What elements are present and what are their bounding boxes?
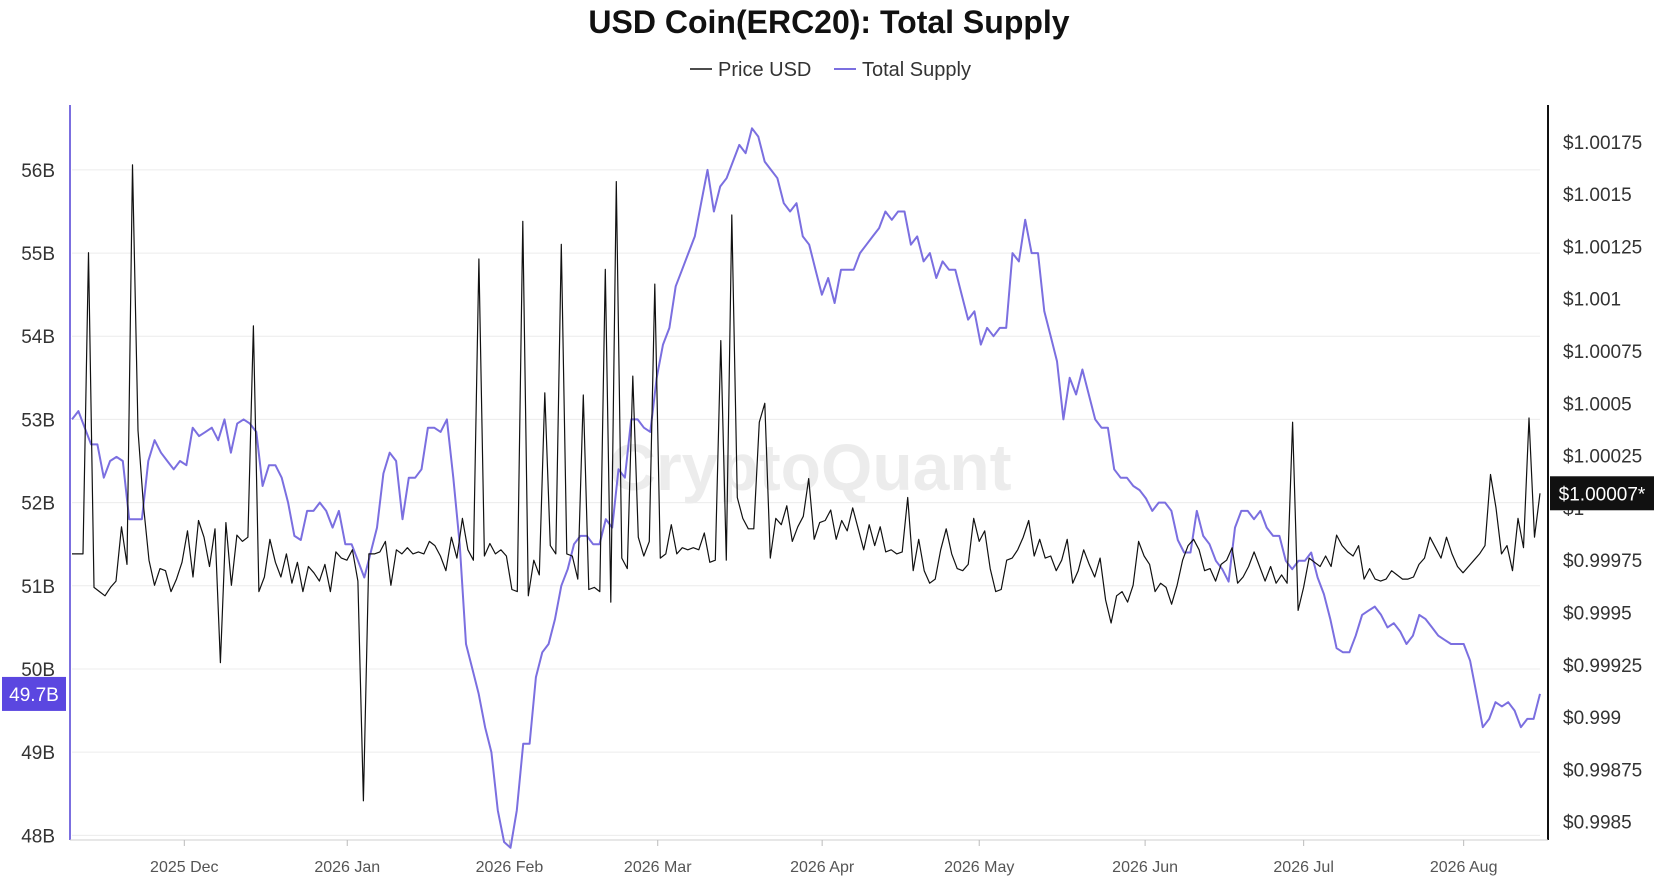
right-tick-label: $1.00025: [1563, 447, 1642, 468]
legend-label-supply: Total Supply: [862, 59, 971, 81]
left-tick-label: 54B: [21, 327, 55, 348]
left-tick-label: 56B: [21, 161, 55, 182]
x-axis-ticks: 2025 Dec 2026 Jan 2026 Feb 2026 Mar 2026 Apr…: [150, 840, 1497, 876]
right-axis-ticks: $0.9985 $0.99875 $0.999 $0.99925 $0.9995 $0.9…: [1563, 133, 1642, 834]
x-tick-label: 2026 Jul: [1273, 859, 1334, 876]
right-tick-label: $1.00075: [1563, 342, 1642, 363]
right-tick-label: $1.0005: [1563, 394, 1632, 415]
right-tick-label: $1.0015: [1563, 185, 1632, 206]
left-tick-label: 55B: [21, 244, 55, 265]
right-tick-label: $0.99975: [1563, 551, 1642, 572]
chart-title: USD Coin(ERC20): Total Supply: [588, 4, 1069, 40]
x-tick-label: 2026 Jun: [1112, 859, 1178, 876]
right-current-badge-text: $1.00007*: [1559, 484, 1646, 505]
x-tick-label: 2026 May: [944, 859, 1014, 876]
axes: [69, 105, 1549, 841]
right-tick-label: $0.99875: [1563, 760, 1642, 781]
right-current-badge: [1550, 476, 1654, 511]
left-tick-label: 48B: [21, 826, 55, 847]
x-tick-label: 2026 Jan: [314, 859, 380, 876]
left-tick-label: 50B: [21, 660, 55, 681]
legend: Price USD Total Supply: [690, 59, 971, 81]
left-current-badge: [2, 676, 66, 711]
right-tick-label: $0.9995: [1563, 604, 1632, 625]
x-tick-label: 2026 Apr: [790, 859, 855, 876]
series-line-price-usd: [72, 164, 1541, 802]
left-tick-label: 49B: [21, 743, 55, 764]
right-tick-label: $0.99925: [1563, 656, 1642, 677]
series-layer: [71, 127, 1541, 849]
right-tick-label: $1.00125: [1563, 237, 1642, 258]
series-line-total-supply: [71, 127, 1541, 849]
right-tick-label: $1.00175: [1563, 133, 1642, 154]
legend-item-supply[interactable]: Total Supply: [834, 59, 971, 81]
x-tick-label: 2026 Mar: [624, 859, 692, 876]
legend-label-price: Price USD: [718, 59, 811, 81]
left-axis-ticks: 48B 49B 50B 51B 52B 53B 54B 55B 56B: [21, 161, 55, 847]
right-tick-label: $0.9985: [1563, 813, 1632, 834]
right-tick-label: $0.999: [1563, 708, 1621, 729]
x-tick-label: 2025 Dec: [150, 859, 219, 876]
right-tick-label: $1.001: [1563, 290, 1621, 311]
gridlines: [72, 169, 1540, 836]
left-tick-label: 53B: [21, 410, 55, 431]
legend-item-price[interactable]: Price USD: [690, 59, 811, 81]
current-value-badges: 49.7B $1.00007*: [2, 476, 1654, 711]
left-current-badge-text: 49.7B: [9, 685, 59, 706]
left-tick-label: 52B: [21, 494, 55, 515]
x-tick-label: 2026 Aug: [1430, 859, 1498, 876]
x-tick-label: 2026 Feb: [476, 859, 544, 876]
left-tick-label: 51B: [21, 577, 55, 598]
